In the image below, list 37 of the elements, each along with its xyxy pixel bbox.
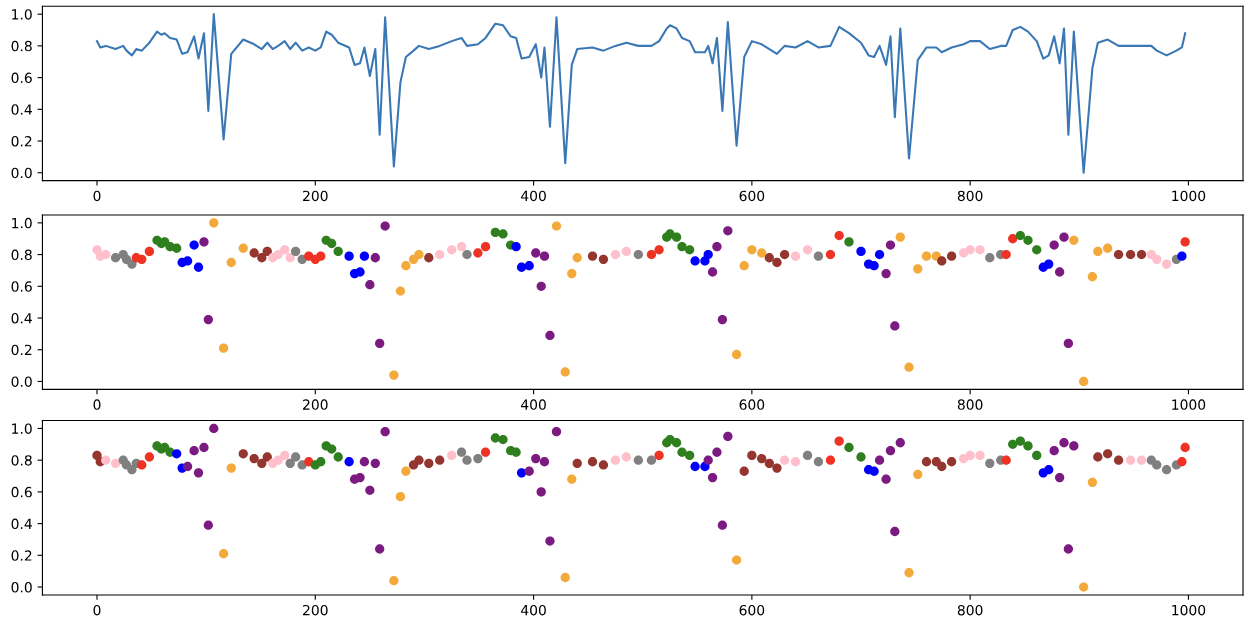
x-tick-label: 400 bbox=[521, 604, 546, 616]
x-tick-label: 400 bbox=[521, 399, 546, 410]
x-tick-label: 0 bbox=[93, 604, 101, 616]
y-tick-label: 1.0 bbox=[12, 423, 32, 434]
x-tick-label: 200 bbox=[303, 604, 328, 616]
x-tick-label: 1000 bbox=[1172, 399, 1206, 410]
y-tick-label: 0.2 bbox=[11, 550, 32, 561]
x-tick-label: 200 bbox=[303, 190, 328, 202]
y-tick-label: 1.0 bbox=[12, 9, 32, 20]
y-tick-label: 0.4 bbox=[11, 312, 32, 324]
y-tick-label: 0.4 bbox=[11, 518, 32, 530]
line-series bbox=[95, 13, 1187, 174]
y-tick-label: 0.2 bbox=[11, 135, 32, 147]
y-tick-label: 0.8 bbox=[11, 249, 32, 261]
x-tick-label: 800 bbox=[957, 399, 983, 410]
x-tick-label: 600 bbox=[739, 399, 765, 410]
y-tick-label: 0.8 bbox=[11, 40, 32, 52]
y-tick-label: 0.0 bbox=[11, 376, 32, 387]
y-tick-label: 0.8 bbox=[11, 455, 32, 466]
x-tick-label: 600 bbox=[739, 604, 765, 616]
x-tick-label: 1000 bbox=[1172, 604, 1206, 616]
x-tick-label: 600 bbox=[739, 190, 765, 202]
x-tick-label: 1000 bbox=[1172, 190, 1206, 202]
y-tick-label: 0.0 bbox=[11, 582, 32, 593]
y-tick-label: 0.6 bbox=[11, 486, 32, 498]
x-tick-label: 400 bbox=[521, 190, 546, 202]
x-tick-label: 0 bbox=[93, 399, 101, 410]
x-tick-label: 200 bbox=[303, 399, 328, 410]
x-tick-label: 0 bbox=[93, 190, 101, 202]
y-tick-label: 0.0 bbox=[11, 167, 32, 179]
y-tick-label: 0.6 bbox=[11, 72, 32, 84]
x-tick-label: 800 bbox=[957, 604, 983, 616]
x-tick-label: 800 bbox=[957, 190, 983, 202]
y-tick-label: 1.0 bbox=[12, 217, 32, 229]
y-tick-label: 0.6 bbox=[11, 281, 32, 292]
y-tick-label: 0.2 bbox=[11, 344, 32, 356]
y-tick-label: 0.4 bbox=[11, 104, 32, 115]
